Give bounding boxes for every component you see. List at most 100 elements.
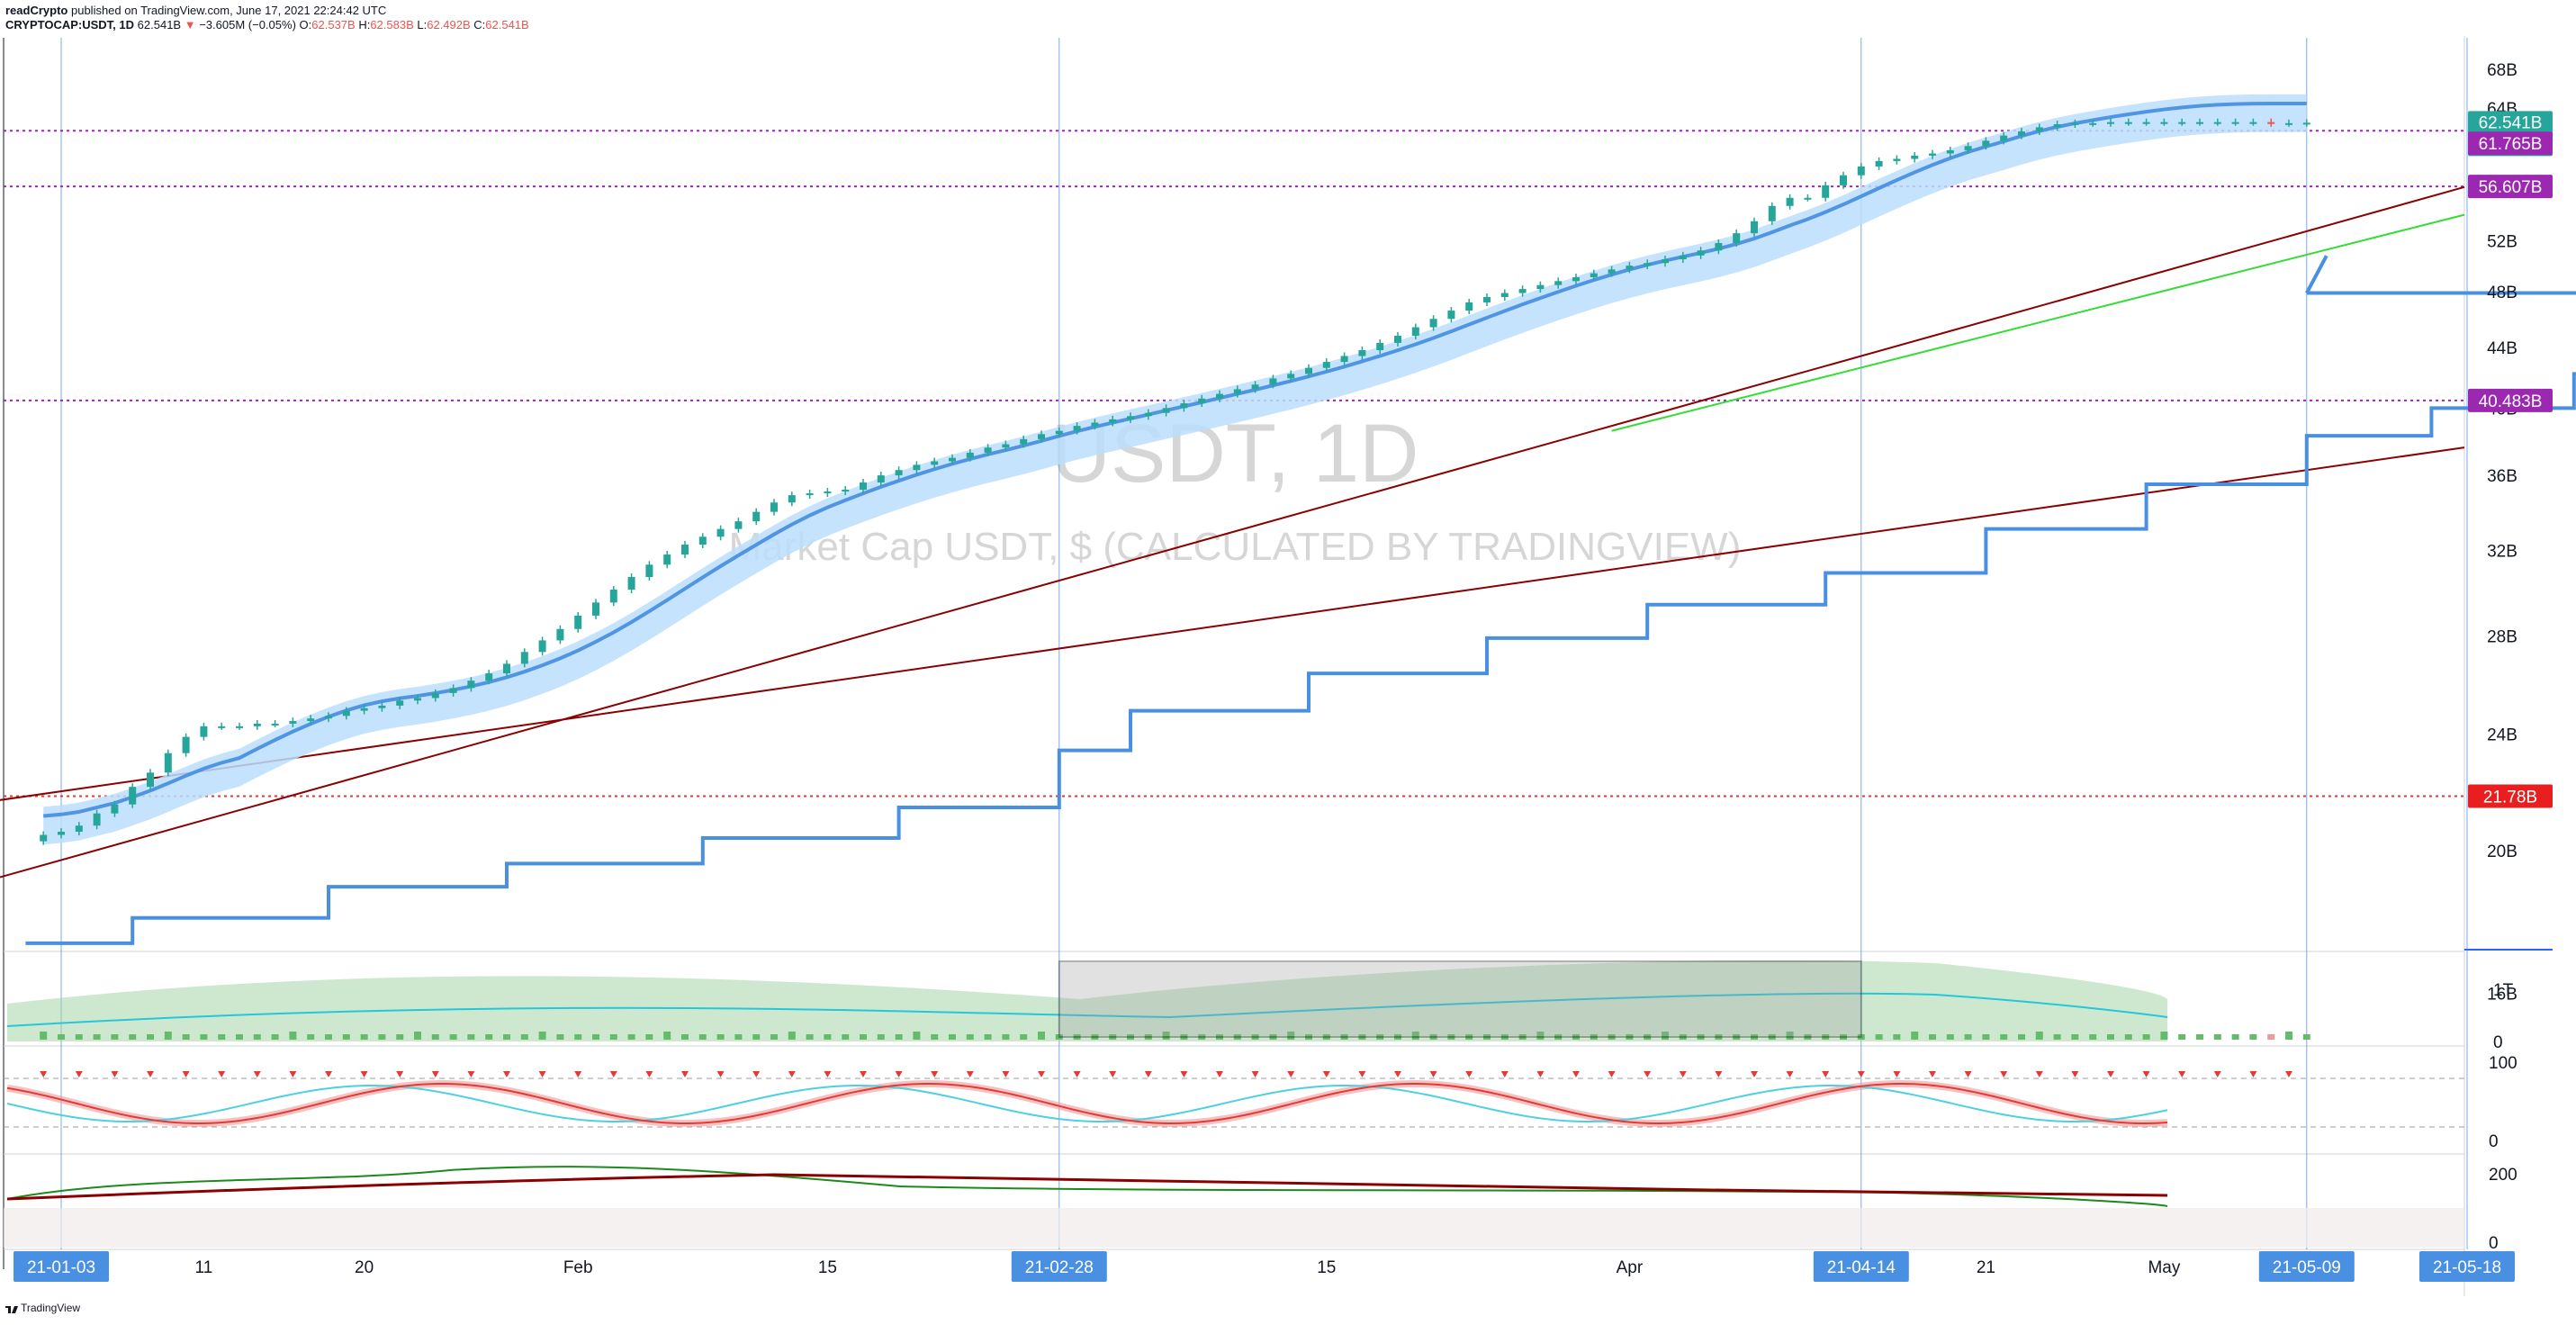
candle-body [1447, 311, 1455, 320]
candle-body [1733, 233, 1741, 244]
volume-bar [1091, 1034, 1099, 1040]
candle-body [1216, 393, 1223, 399]
volume-bar [752, 1034, 761, 1040]
sell-marker-icon [2249, 1071, 2257, 1077]
sell-marker-icon [2213, 1071, 2221, 1077]
candle-body [2249, 122, 2257, 124]
candle-body [1893, 158, 1901, 161]
volume-bar [984, 1034, 992, 1040]
level-price-tag [2468, 131, 2553, 156]
plot-background [4, 38, 2464, 1249]
candle-body [485, 673, 493, 681]
close-value: 62.541B [485, 18, 529, 32]
candle-body [1251, 384, 1259, 390]
candle-body [966, 452, 974, 458]
date-tag [14, 1251, 109, 1282]
candle-body [645, 564, 653, 578]
volume-bar [1679, 1034, 1687, 1040]
candle-body [609, 590, 617, 603]
candle-body [681, 545, 689, 555]
volume-bar [1251, 1034, 1259, 1040]
volume-bar [1662, 1032, 1669, 1040]
candle-body [1180, 403, 1188, 409]
trend-line-lower [0, 446, 2465, 801]
candle-body [716, 528, 725, 537]
candle-body [414, 698, 421, 701]
candle-body [1411, 327, 1419, 336]
volume-bar [1982, 1034, 1990, 1040]
volume-bar [2213, 1034, 2221, 1040]
candle-body [1465, 302, 1473, 311]
volume-bar [806, 1034, 814, 1040]
candle-body [1305, 367, 1312, 374]
volume-bar [1536, 1032, 1545, 1040]
candle-body [1679, 255, 1687, 260]
sell-marker-icon [40, 1071, 48, 1077]
price-axis-tick: 32B [2487, 543, 2517, 562]
candle-body [538, 640, 546, 653]
high-value: 62.583B [370, 18, 414, 32]
candle-body [449, 688, 457, 693]
date-tag [1813, 1251, 1909, 1282]
price-axis-tick: 36B [2487, 467, 2517, 486]
sell-marker-icon [1964, 1071, 1972, 1077]
candle-body [1946, 149, 1954, 154]
sell-marker-icon [2000, 1071, 2008, 1077]
volume-bar [609, 1034, 617, 1040]
volume-bar [2285, 1032, 2292, 1040]
time-axis-label: 15 [1317, 1258, 1336, 1277]
step-line [25, 291, 2576, 945]
candle-body [2285, 122, 2292, 125]
volume-bar [1964, 1034, 1972, 1040]
volume-bar [574, 1034, 582, 1040]
candle-body [788, 495, 796, 503]
volume-bar [788, 1032, 796, 1040]
volume-bar [1768, 1034, 1776, 1040]
volume-bar [1590, 1034, 1598, 1040]
candle-body [1518, 289, 1527, 293]
sell-marker-icon [1144, 1071, 1152, 1077]
volume-bar [1180, 1034, 1188, 1040]
volume-bar [2160, 1032, 2168, 1040]
candle-body [1572, 276, 1580, 282]
level-price-value: 40.483B [2479, 392, 2543, 411]
volume-bar [1840, 1034, 1847, 1040]
osc2-axis-tick: 200 [2489, 1166, 2517, 1185]
time-axis-label: 20 [355, 1258, 374, 1277]
candle-body [2302, 122, 2310, 125]
sell-marker-icon [2178, 1071, 2186, 1077]
ohlc-legend: CRYPTOCAP:USDT, 1D 62.541B ▼ −3.605M (−0… [5, 18, 529, 32]
candle-body [1483, 296, 1491, 302]
volume-bar [2231, 1034, 2239, 1040]
sell-marker-icon [75, 1071, 83, 1077]
level-price-value: 61.765B [2479, 135, 2543, 154]
volume-bar [93, 1034, 101, 1040]
candle-body [75, 825, 83, 833]
candle-body [1322, 362, 1330, 368]
open-label: O: [299, 18, 312, 32]
candle-body [2018, 131, 2025, 136]
volume-bar [271, 1034, 279, 1040]
candle-body [2160, 122, 2168, 124]
sell-marker-icon [503, 1071, 510, 1077]
sell-marker-icon [1679, 1071, 1687, 1077]
date-tag-label: 21-05-09 [2273, 1258, 2341, 1277]
level-price-value: 56.607B [2479, 178, 2543, 197]
candle-body [2267, 122, 2275, 124]
volume-bar [485, 1034, 493, 1040]
volume-bar [1929, 1034, 1936, 1040]
sell-marker-icon [467, 1071, 475, 1077]
price-axis-tick: 28B [2487, 627, 2517, 646]
volume-bar [716, 1034, 725, 1040]
time-axis-label: Feb [563, 1258, 593, 1277]
candle-body [1840, 175, 1847, 185]
sell-marker-icon [752, 1071, 761, 1077]
sell-marker-icon [681, 1071, 689, 1077]
date-tag [2258, 1251, 2355, 1282]
candle-body [2231, 122, 2239, 124]
moving-average-line [43, 101, 2307, 818]
sell-marker-icon [2107, 1071, 2114, 1077]
volume-bar [1340, 1034, 1348, 1040]
candle-body [1608, 269, 1616, 274]
